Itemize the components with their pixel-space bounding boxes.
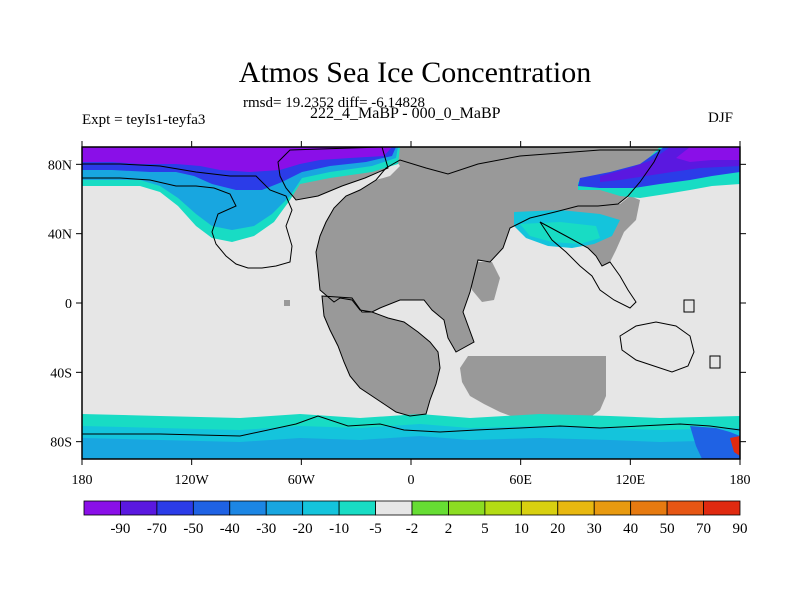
colorbar-label: -10 xyxy=(329,521,349,537)
colorbar-label: 2 xyxy=(445,521,453,537)
y-tick-label: 40N xyxy=(48,228,72,243)
anomaly-sh-east-core xyxy=(690,426,740,459)
experiment-label: Expt = teyIs1-teyfa3 xyxy=(82,112,206,128)
chart-subtitle: rmsd= 19.2352 diff= -6.14828 xyxy=(243,95,426,111)
coastline-antarctica xyxy=(82,415,740,437)
x-tick-label: 120E xyxy=(616,473,646,488)
chart-title: Atmos Sea Ice Concentration xyxy=(238,56,592,89)
land-south-america xyxy=(322,296,440,416)
colorbar: -90 -70 -50 -40 -30 -20 -10 -5 -2 2 5 10 20 30 40 50 70 9… xyxy=(83,500,748,537)
colorbar-label: 30 xyxy=(587,521,602,537)
colorbar-box xyxy=(557,500,595,516)
colorbar-box xyxy=(484,500,522,516)
x-tick-label: 180 xyxy=(72,473,93,488)
colorbar-box xyxy=(666,500,704,516)
colorbar-label: -90 xyxy=(110,521,130,537)
coastline-north-america xyxy=(82,163,293,269)
y-tick-label: 0 xyxy=(65,297,72,312)
x-tick-label: 180 xyxy=(730,473,751,488)
coastline-africa-eurasia xyxy=(315,149,661,353)
colorbar-box xyxy=(375,500,413,516)
coastline-asia-se xyxy=(539,221,637,309)
coastline-greenland xyxy=(277,147,389,201)
colorbar-box xyxy=(520,500,559,516)
colorbar-box xyxy=(83,500,121,516)
colorbar-label: -2 xyxy=(406,521,419,537)
anomaly-nh-pacific-max xyxy=(676,147,740,162)
colorbar-label: -40 xyxy=(220,521,240,537)
anomaly-nh-west-core xyxy=(82,147,392,172)
x-tick-label: 120W xyxy=(175,473,210,488)
land-antarctic-block xyxy=(460,356,606,424)
colorbar-box xyxy=(448,500,486,516)
colorbar-box xyxy=(302,500,340,516)
colorbar-label: 70 xyxy=(696,521,711,537)
y-tick-label: 80N xyxy=(48,158,72,173)
anomaly-sh-band-deep xyxy=(82,436,740,459)
land-arabia xyxy=(468,262,500,302)
colorbar-label: -20 xyxy=(293,521,313,537)
colorbar-label: 40 xyxy=(623,521,638,537)
coastline-island-1 xyxy=(683,299,695,313)
colorbar-box xyxy=(120,500,158,516)
colorbar-box xyxy=(192,500,231,516)
colorbar-label: -30 xyxy=(256,521,276,537)
colorbar-box xyxy=(229,500,267,516)
y-tick-label: 40S xyxy=(50,366,72,381)
coastline-south-america xyxy=(321,295,441,417)
colorbar-box xyxy=(630,500,668,516)
coastline-island-2 xyxy=(709,355,721,369)
colorbar-box xyxy=(338,500,376,516)
colorbar-label: 20 xyxy=(550,521,565,537)
land-small-island xyxy=(284,300,290,306)
x-axis: 180 120W 60W 0 60E 120E 180 xyxy=(72,141,751,488)
colorbar-box xyxy=(411,500,449,516)
colorbar-box xyxy=(593,500,632,516)
y-axis: 80N 40N 0 40S 80S xyxy=(48,158,746,451)
land-eurasia-africa xyxy=(316,147,660,352)
colorbar-box xyxy=(156,500,194,516)
x-tick-label: 0 xyxy=(408,473,415,488)
colorbar-label: 5 xyxy=(481,521,489,537)
y-tick-label: 80S xyxy=(50,436,72,451)
coastline-layer xyxy=(82,147,740,437)
anomaly-sh-east-max xyxy=(730,436,740,456)
colorbar-box xyxy=(703,500,741,516)
season-label: DJF xyxy=(708,110,734,126)
colorbar-label: -5 xyxy=(369,521,382,537)
colorbar-label: 90 xyxy=(733,521,748,537)
coastline-australia xyxy=(619,321,695,373)
colorbar-label: -70 xyxy=(147,521,167,537)
colorbar-label: 50 xyxy=(660,521,675,537)
period-label: 222_4_MaBP - 000_0_MaBP xyxy=(310,105,501,122)
colorbar-box xyxy=(265,500,304,516)
colorbar-label: -50 xyxy=(183,521,203,537)
x-tick-label: 60W xyxy=(288,473,316,488)
colorbar-label: 10 xyxy=(514,521,529,537)
x-tick-label: 60E xyxy=(509,473,532,488)
